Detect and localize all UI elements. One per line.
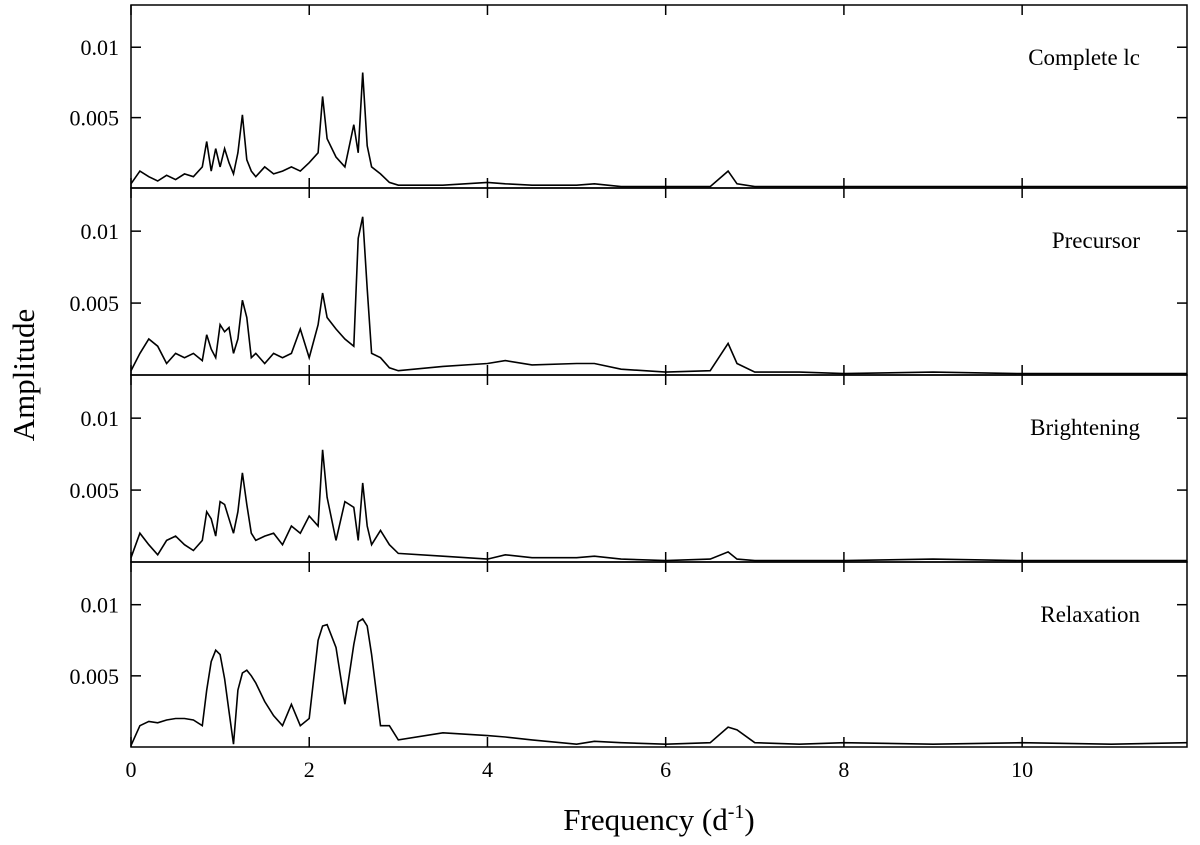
y-tick-label: 0.01 [81, 593, 120, 618]
panel-title: Precursor [1052, 228, 1140, 253]
x-tick-label: 8 [838, 757, 849, 782]
data-line [130, 449, 1187, 562]
x-tick-label: 4 [482, 757, 493, 782]
y-tick-label: 0.005 [70, 291, 120, 316]
panel-frame [130, 374, 1188, 563]
x-tick-label: 2 [304, 757, 315, 782]
y-tick-label: 0.005 [70, 106, 120, 131]
y-tick-label: 0.01 [81, 35, 120, 60]
panel-frame [130, 187, 1188, 376]
x-tick-label: 6 [660, 757, 671, 782]
y-tick-label: 0.005 [70, 664, 120, 689]
x-axis-label: Frequency (d-1) [563, 801, 754, 837]
panel-title: Brightening [1030, 415, 1140, 440]
panel-title: Relaxation [1040, 602, 1140, 627]
y-tick-label: 0.01 [81, 406, 120, 431]
y-tick-label: 0.005 [70, 478, 120, 503]
data-line [130, 617, 1188, 746]
data-line [130, 216, 1187, 375]
x-axis-label-sup: -1 [728, 801, 745, 823]
y-tick-label: 0.01 [81, 219, 120, 244]
data-line [130, 72, 1187, 188]
panel-frame [130, 4, 1188, 189]
x-axis-label-end: ) [744, 802, 754, 837]
x-tick-label: 0 [126, 757, 137, 782]
y-axis-label: Amplitude [6, 309, 41, 442]
x-tick-label: 10 [1011, 757, 1033, 782]
panel-frame [130, 561, 1188, 748]
panel-title: Complete lc [1028, 45, 1140, 70]
x-axis-label-main: Frequency (d [563, 802, 728, 837]
